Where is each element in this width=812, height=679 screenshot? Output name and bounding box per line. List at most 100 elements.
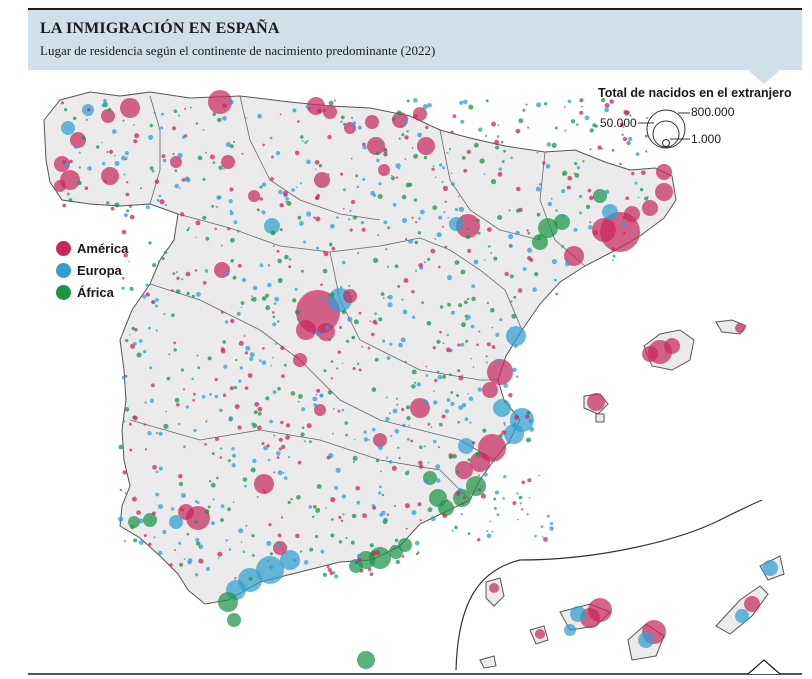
map-dot bbox=[265, 396, 270, 401]
map-dot bbox=[385, 456, 389, 459]
map-dot bbox=[234, 404, 240, 410]
map-dot bbox=[394, 429, 400, 434]
map-dot bbox=[334, 574, 339, 579]
map-dot bbox=[508, 244, 513, 248]
map-dot bbox=[555, 209, 558, 212]
map-dot bbox=[573, 172, 576, 175]
map-dot bbox=[433, 439, 437, 444]
map-dot bbox=[411, 216, 414, 219]
map-dot bbox=[439, 163, 443, 167]
map-dot bbox=[133, 124, 135, 126]
map-dot bbox=[457, 369, 461, 373]
map-dot bbox=[397, 446, 400, 449]
map-dot bbox=[419, 209, 425, 215]
map-dot bbox=[566, 185, 571, 190]
map-dot bbox=[329, 243, 333, 247]
map-dot bbox=[277, 278, 283, 283]
map-dot bbox=[194, 269, 198, 272]
map-dot bbox=[230, 259, 234, 263]
map-dot bbox=[579, 110, 584, 115]
map-dot bbox=[299, 221, 304, 226]
map-dot bbox=[198, 558, 204, 564]
map-dot bbox=[101, 141, 103, 144]
map-dot bbox=[472, 366, 475, 368]
map-dot bbox=[265, 293, 269, 298]
map-dot bbox=[480, 484, 484, 488]
map-dot bbox=[279, 203, 284, 208]
map-dot bbox=[227, 507, 231, 512]
map-bubble bbox=[314, 404, 326, 416]
map-bubble bbox=[538, 218, 558, 238]
map-dot bbox=[191, 294, 195, 298]
map-dot bbox=[377, 194, 383, 199]
map-dot bbox=[270, 230, 276, 236]
map-dot bbox=[175, 289, 181, 294]
map-bubble bbox=[101, 109, 115, 123]
map-dot bbox=[425, 125, 429, 130]
map-dot bbox=[391, 117, 396, 121]
map-dot bbox=[371, 504, 376, 508]
map-dot bbox=[68, 198, 73, 203]
map-dot bbox=[423, 399, 429, 405]
map-dot bbox=[266, 540, 272, 546]
map-dot bbox=[419, 519, 422, 522]
map-dot bbox=[232, 453, 236, 458]
map-dot bbox=[174, 169, 178, 172]
map-dot bbox=[87, 166, 92, 171]
map-bubble bbox=[638, 632, 654, 648]
map-dot bbox=[405, 405, 411, 410]
map-dot bbox=[549, 526, 554, 531]
map-bubble bbox=[378, 164, 390, 176]
map-dot bbox=[209, 154, 215, 160]
map-dot bbox=[159, 199, 165, 205]
map-dot bbox=[129, 334, 131, 336]
map-bubble bbox=[143, 513, 157, 527]
map-dot bbox=[417, 502, 422, 507]
map-dot bbox=[441, 181, 444, 183]
map-bubble bbox=[602, 204, 618, 220]
map-bubble bbox=[169, 515, 183, 529]
map-dot bbox=[225, 142, 231, 147]
map-dot bbox=[361, 227, 366, 232]
map-dot bbox=[170, 507, 175, 511]
map-dot bbox=[124, 407, 130, 412]
map-dot bbox=[261, 360, 267, 366]
map-dot bbox=[282, 190, 288, 196]
map-dot bbox=[320, 549, 325, 554]
map-dot bbox=[125, 339, 129, 343]
map-dot bbox=[503, 383, 509, 388]
map-dot bbox=[537, 235, 542, 241]
map-dot bbox=[134, 133, 140, 139]
map-dot bbox=[413, 98, 418, 103]
map-dot bbox=[378, 182, 382, 186]
map-dot bbox=[112, 129, 117, 134]
map-dot bbox=[223, 364, 228, 369]
map-dot bbox=[211, 452, 215, 456]
map-bubble bbox=[506, 326, 526, 346]
map-dot bbox=[286, 201, 292, 206]
map-dot bbox=[313, 216, 316, 219]
map-dot bbox=[263, 445, 268, 451]
map-bubble bbox=[101, 167, 119, 185]
map-dot bbox=[184, 107, 187, 110]
map-dot bbox=[437, 265, 441, 269]
map-dot bbox=[456, 470, 459, 474]
map-dot bbox=[229, 386, 234, 391]
map-dot bbox=[497, 171, 503, 177]
map-dot bbox=[121, 155, 127, 161]
map-dot bbox=[285, 423, 291, 428]
map-dot bbox=[287, 500, 291, 505]
map-dot bbox=[319, 394, 324, 398]
map-dot bbox=[185, 271, 191, 277]
map-dot bbox=[225, 539, 228, 542]
map-dot bbox=[219, 456, 223, 459]
map-dot bbox=[525, 414, 530, 419]
map-dot bbox=[202, 281, 207, 285]
map-dot bbox=[222, 116, 227, 121]
map-dot bbox=[359, 568, 364, 573]
map-dot bbox=[326, 565, 330, 569]
map-dot bbox=[442, 374, 447, 379]
map-dot bbox=[196, 354, 199, 357]
map-bubble bbox=[656, 164, 672, 180]
map-dot bbox=[458, 206, 464, 212]
